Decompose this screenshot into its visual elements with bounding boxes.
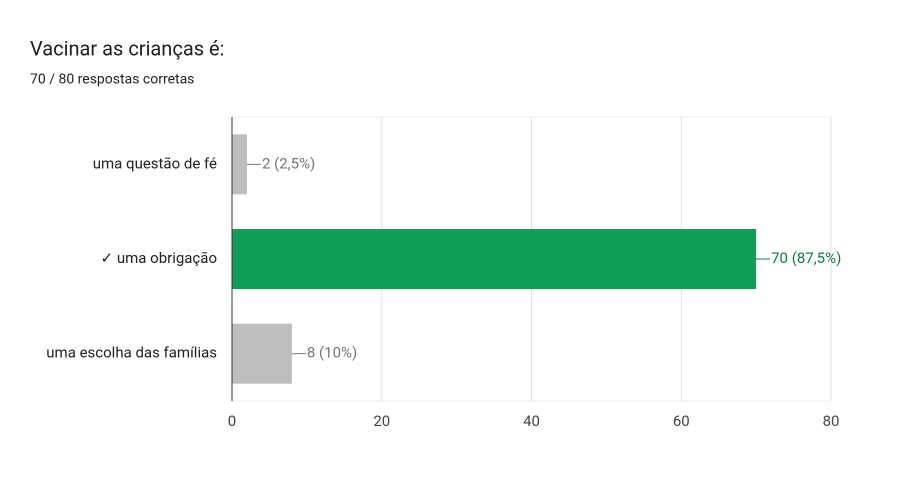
- value-label: 8 (10%): [307, 344, 357, 362]
- bar: [232, 323, 292, 384]
- chart-subtitle: 70 / 80 respostas corretas: [30, 72, 194, 88]
- x-tick-label: 0: [228, 412, 236, 430]
- x-tick-label: 40: [523, 412, 540, 430]
- chart-title: Vacinar as crianças é:: [30, 36, 224, 60]
- value-label: 2 (2,5%): [262, 154, 315, 172]
- x-tick-label: 20: [373, 412, 390, 430]
- bar: [232, 134, 247, 195]
- bar: [232, 229, 757, 289]
- x-tick-label: 80: [823, 412, 840, 430]
- y-tick-label: uma escolha das famílias: [46, 344, 217, 362]
- y-tick-label: uma questão de fé: [93, 154, 217, 172]
- x-tick-label: 60: [673, 412, 690, 430]
- value-label: 70 (87,5%): [771, 249, 841, 267]
- y-tick-label: ✓ uma obrigação: [101, 249, 217, 267]
